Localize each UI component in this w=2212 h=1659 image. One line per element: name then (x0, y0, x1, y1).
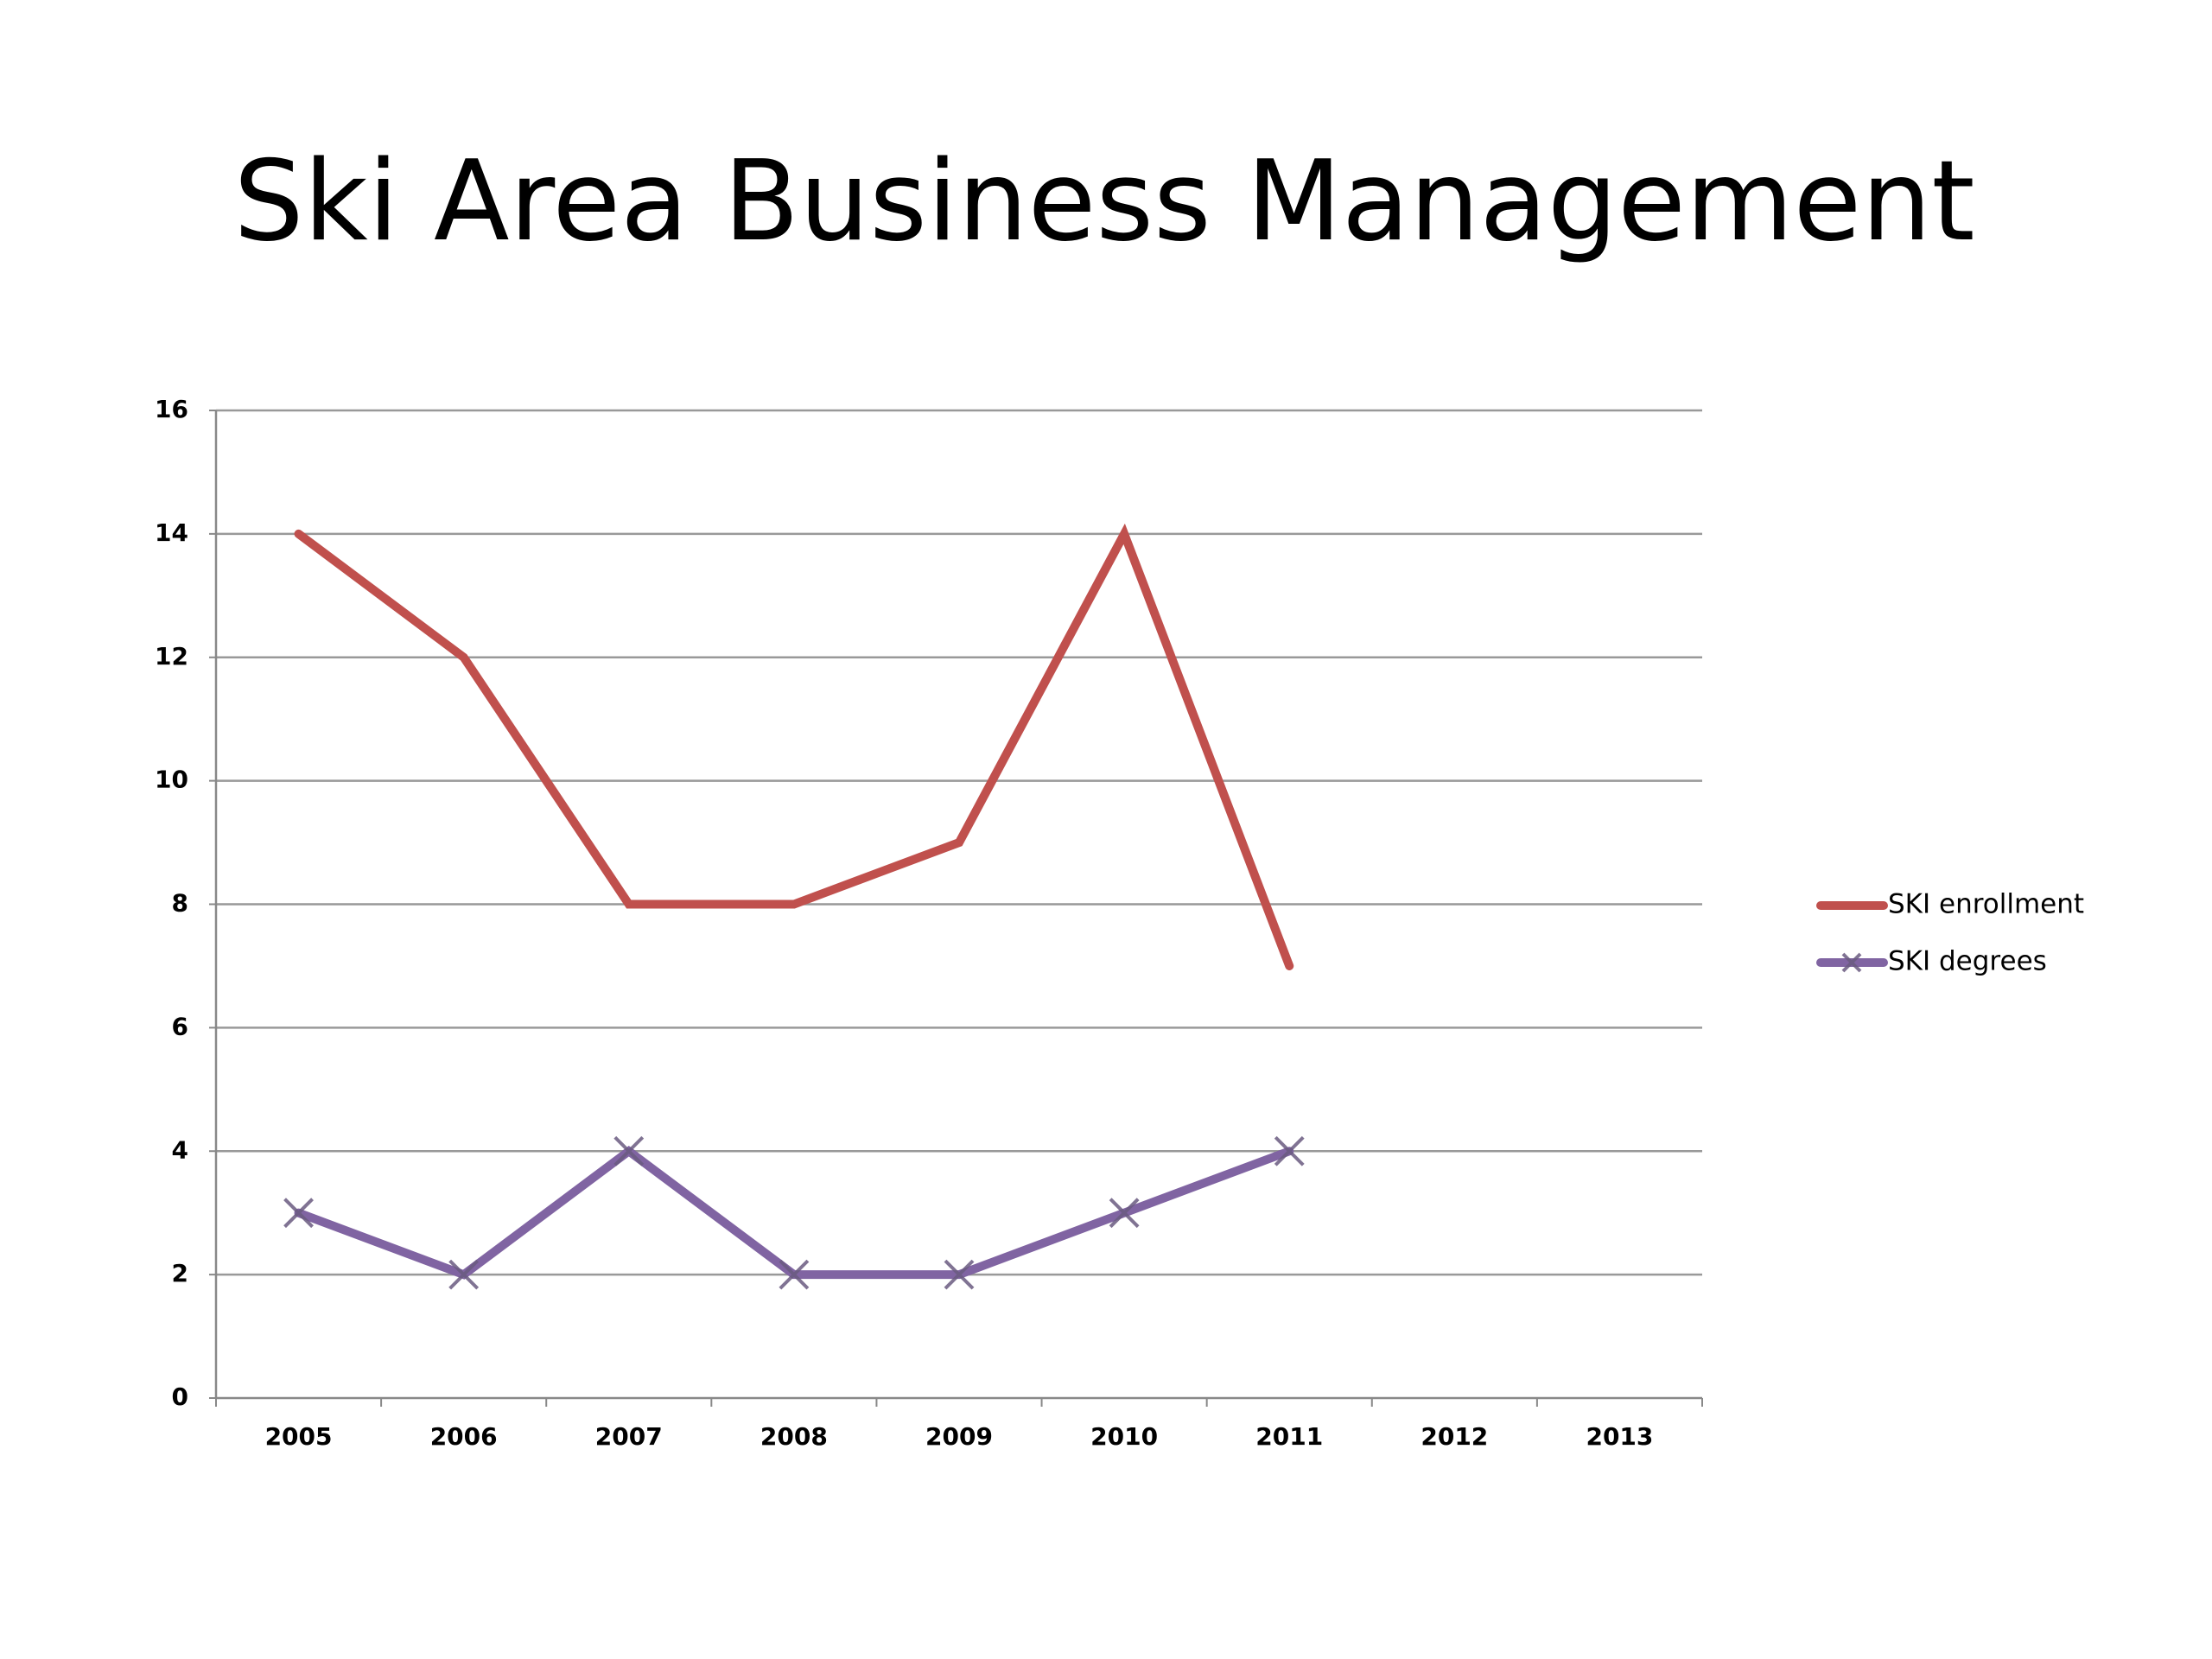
y-tick-label: 14 (155, 518, 188, 547)
x-tick-label: 2010 (1090, 1422, 1158, 1451)
legend-marker (1841, 952, 1862, 973)
y-tick-label: 16 (155, 395, 188, 423)
point-marker (1109, 1198, 1140, 1229)
point-marker (944, 1259, 975, 1290)
y-tick-label: 0 (172, 1382, 188, 1411)
x-tick-label: 2008 (760, 1422, 828, 1451)
point-marker (613, 1135, 645, 1166)
y-tick-label: 2 (172, 1259, 188, 1287)
x-tick-label: 2011 (1255, 1422, 1323, 1451)
point-marker (283, 1198, 314, 1229)
x-tick-label: 2005 (265, 1422, 333, 1451)
legend-label: SKI enrollment (1888, 889, 2084, 920)
point-marker (779, 1259, 810, 1290)
series-line (294, 523, 1294, 970)
chart-title: Ski Area Business Management (233, 137, 1974, 266)
y-tick-label: 6 (172, 1012, 188, 1040)
x-tick-label: 2013 (1586, 1422, 1653, 1451)
point-marker (448, 1259, 480, 1290)
x-tick-label: 2006 (430, 1422, 498, 1451)
point-marker (1274, 1135, 1305, 1166)
y-tick-label: 8 (172, 889, 188, 918)
legend-label: SKI degrees (1888, 946, 2047, 977)
y-tick-label: 4 (172, 1135, 188, 1164)
y-tick-label: 10 (155, 766, 188, 794)
y-tick-label: 12 (155, 642, 188, 671)
x-tick-label: 2007 (595, 1422, 663, 1451)
x-tick-label: 2009 (925, 1422, 993, 1451)
x-tick-label: 2012 (1421, 1422, 1488, 1451)
